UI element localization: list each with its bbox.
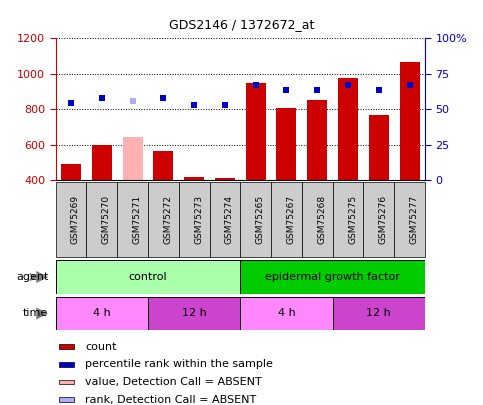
Bar — [148, 297, 241, 330]
Bar — [338, 78, 358, 180]
Bar — [271, 182, 302, 257]
Bar — [59, 397, 74, 402]
Text: GSM75271: GSM75271 — [132, 195, 142, 244]
Bar — [399, 62, 420, 180]
Text: GSM75275: GSM75275 — [348, 195, 357, 244]
Text: GSM75268: GSM75268 — [317, 195, 327, 244]
Text: GSM75274: GSM75274 — [225, 195, 234, 244]
Bar — [210, 182, 240, 257]
Bar — [302, 182, 333, 257]
Bar — [56, 182, 86, 257]
Text: count: count — [85, 341, 116, 352]
Text: rank, Detection Call = ABSENT: rank, Detection Call = ABSENT — [85, 395, 256, 405]
Bar — [240, 182, 271, 257]
Text: time: time — [23, 309, 48, 318]
Text: epidermal growth factor: epidermal growth factor — [265, 272, 400, 282]
Text: percentile rank within the sample: percentile rank within the sample — [85, 359, 273, 369]
Text: 4 h: 4 h — [278, 309, 295, 318]
Bar — [148, 182, 179, 257]
Bar — [86, 182, 117, 257]
Bar — [61, 164, 81, 180]
Text: GSM75265: GSM75265 — [256, 195, 265, 244]
Text: 4 h: 4 h — [93, 309, 111, 318]
Bar — [246, 83, 266, 180]
Bar — [56, 260, 241, 294]
Text: agent: agent — [16, 272, 48, 282]
Bar — [276, 108, 297, 180]
Bar — [117, 182, 148, 257]
Bar — [123, 137, 142, 180]
Text: 12 h: 12 h — [367, 309, 391, 318]
Bar — [59, 362, 74, 367]
Bar — [369, 115, 389, 180]
Bar — [394, 182, 425, 257]
Bar — [184, 177, 204, 180]
Bar — [179, 182, 210, 257]
Text: GDS2146 / 1372672_at: GDS2146 / 1372672_at — [169, 18, 314, 31]
Bar — [241, 260, 425, 294]
Bar — [307, 100, 327, 180]
Bar — [215, 179, 235, 180]
Text: GSM75267: GSM75267 — [286, 195, 296, 244]
Bar — [364, 182, 394, 257]
Bar — [59, 380, 74, 384]
Text: GSM75270: GSM75270 — [102, 195, 111, 244]
Bar — [241, 297, 333, 330]
Text: GSM75269: GSM75269 — [71, 195, 80, 244]
Text: GSM75276: GSM75276 — [379, 195, 388, 244]
Text: 12 h: 12 h — [182, 309, 206, 318]
Text: GSM75273: GSM75273 — [194, 195, 203, 244]
Polygon shape — [36, 307, 48, 320]
Text: GSM75272: GSM75272 — [163, 195, 172, 244]
Bar — [333, 297, 425, 330]
Bar — [92, 145, 112, 180]
Bar — [153, 151, 173, 180]
Bar — [59, 344, 74, 349]
Text: control: control — [128, 272, 167, 282]
Text: GSM75277: GSM75277 — [410, 195, 419, 244]
Bar — [56, 297, 148, 330]
Polygon shape — [36, 271, 48, 283]
Text: value, Detection Call = ABSENT: value, Detection Call = ABSENT — [85, 377, 262, 387]
Bar — [333, 182, 364, 257]
